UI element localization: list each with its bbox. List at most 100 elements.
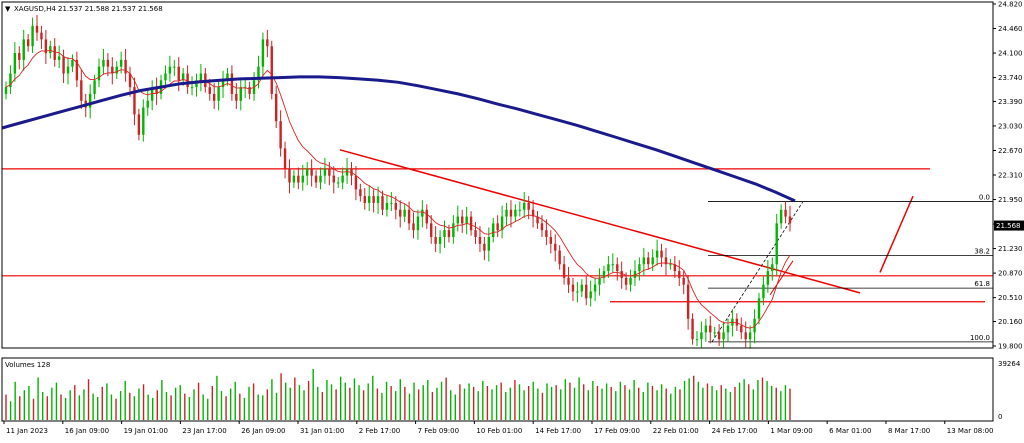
candle-body — [345, 168, 349, 176]
candle-body — [88, 93, 92, 108]
candle-body — [655, 250, 659, 258]
candle-body — [660, 250, 663, 258]
candle-body — [678, 271, 681, 278]
candle-body — [208, 87, 211, 94]
candle-body — [297, 175, 300, 183]
candle-body — [44, 39, 48, 54]
fibonacci-level-label: 61.8 — [974, 280, 990, 288]
candle-body — [474, 230, 477, 237]
candle-body — [748, 332, 752, 340]
candle-body — [607, 264, 610, 272]
time-tick-label: 7 Feb 09:00 — [418, 427, 459, 435]
candle-body — [580, 284, 584, 292]
candle-body — [571, 284, 575, 292]
candle-body — [53, 46, 56, 60]
candle-body — [190, 87, 194, 89]
candle-body — [97, 66, 101, 81]
current-price-marker — [994, 220, 1024, 231]
candle-body — [124, 59, 127, 74]
candle-body — [115, 66, 118, 74]
price-tick-label: 21.230 — [998, 245, 1023, 253]
candle-body — [133, 87, 136, 115]
candle-body — [593, 284, 597, 292]
candle-body — [438, 236, 442, 244]
candle-body — [283, 148, 287, 169]
candle-body — [447, 230, 451, 237]
candle-body — [536, 216, 539, 224]
candle-body — [57, 56, 61, 60]
candle-body — [35, 25, 39, 33]
candle-body — [492, 223, 495, 237]
candle-body — [540, 223, 544, 231]
candle-body — [226, 73, 229, 81]
collapse-arrow-icon[interactable]: ▼ — [5, 5, 11, 13]
candle-body — [248, 87, 251, 94]
price-tick-label: 22.670 — [998, 147, 1023, 155]
candle-body — [766, 271, 770, 285]
candle-body — [235, 93, 238, 101]
candle-body — [212, 93, 216, 101]
candle-body — [332, 175, 335, 183]
candle-body — [155, 87, 158, 94]
candle-body — [775, 223, 778, 265]
candle-body — [762, 284, 765, 299]
candle-body — [549, 236, 553, 244]
candle-body — [469, 216, 473, 231]
candle-body — [434, 236, 437, 244]
candle-body — [576, 291, 579, 293]
time-tick-label: 17 Feb 09:00 — [594, 427, 640, 435]
candle-body — [239, 87, 242, 101]
time-tick-label: 8 Mar 17:00 — [888, 427, 930, 435]
candle-body — [399, 209, 402, 217]
candle-body — [168, 66, 172, 74]
time-tick-label: 24 Feb 17:00 — [712, 427, 758, 435]
candle-body — [496, 223, 499, 231]
candle-body — [430, 223, 433, 237]
candle-body — [416, 216, 420, 231]
candle-body — [673, 264, 677, 272]
candle-body — [523, 202, 526, 210]
time-tick-label: 23 Jan 17:00 — [182, 427, 226, 435]
candle-body — [554, 243, 557, 251]
candle-body — [4, 87, 8, 94]
candle-body — [589, 291, 592, 299]
candle-body — [735, 318, 739, 326]
candle-body — [788, 216, 792, 224]
candle-body — [483, 243, 486, 251]
candle-body — [629, 277, 632, 285]
price-tick-label: 24.100 — [998, 50, 1023, 58]
candle-body — [394, 202, 397, 210]
candle-body — [221, 80, 225, 88]
candle-body — [266, 39, 269, 47]
candle-body — [585, 284, 588, 299]
time-tick-label: 13 Mar 08:00 — [947, 427, 994, 435]
candle-body — [726, 325, 730, 333]
candle-body — [230, 73, 234, 94]
candle-body — [49, 46, 52, 54]
time-tick-label: 31 Jan 01:00 — [300, 427, 344, 435]
price-tick-label: 20.160 — [998, 318, 1023, 326]
candle-body — [292, 175, 296, 183]
candle-body — [62, 56, 65, 74]
candle-body — [545, 230, 548, 237]
volume-panel-frame — [1, 357, 994, 422]
candle-body — [713, 332, 716, 334]
candle-body — [142, 107, 145, 135]
time-tick-label: 26 Jan 09:00 — [241, 427, 285, 435]
price-tick-label: 23.740 — [998, 74, 1023, 82]
price-tick-label: 24.460 — [998, 25, 1023, 33]
slow-moving-average-line — [1, 75, 796, 203]
candle-body — [744, 332, 747, 340]
candle-body — [598, 277, 601, 285]
candle-body — [638, 264, 641, 272]
volume-panel-label: Volumes 128 — [5, 361, 50, 369]
price-tick-label: 20.870 — [998, 270, 1023, 278]
candle-body — [40, 32, 43, 40]
candle-body — [66, 66, 70, 74]
price-tick-label: 21.950 — [998, 196, 1023, 204]
candle-body — [381, 196, 384, 210]
candle-body — [518, 209, 522, 211]
candle-body — [31, 25, 34, 47]
